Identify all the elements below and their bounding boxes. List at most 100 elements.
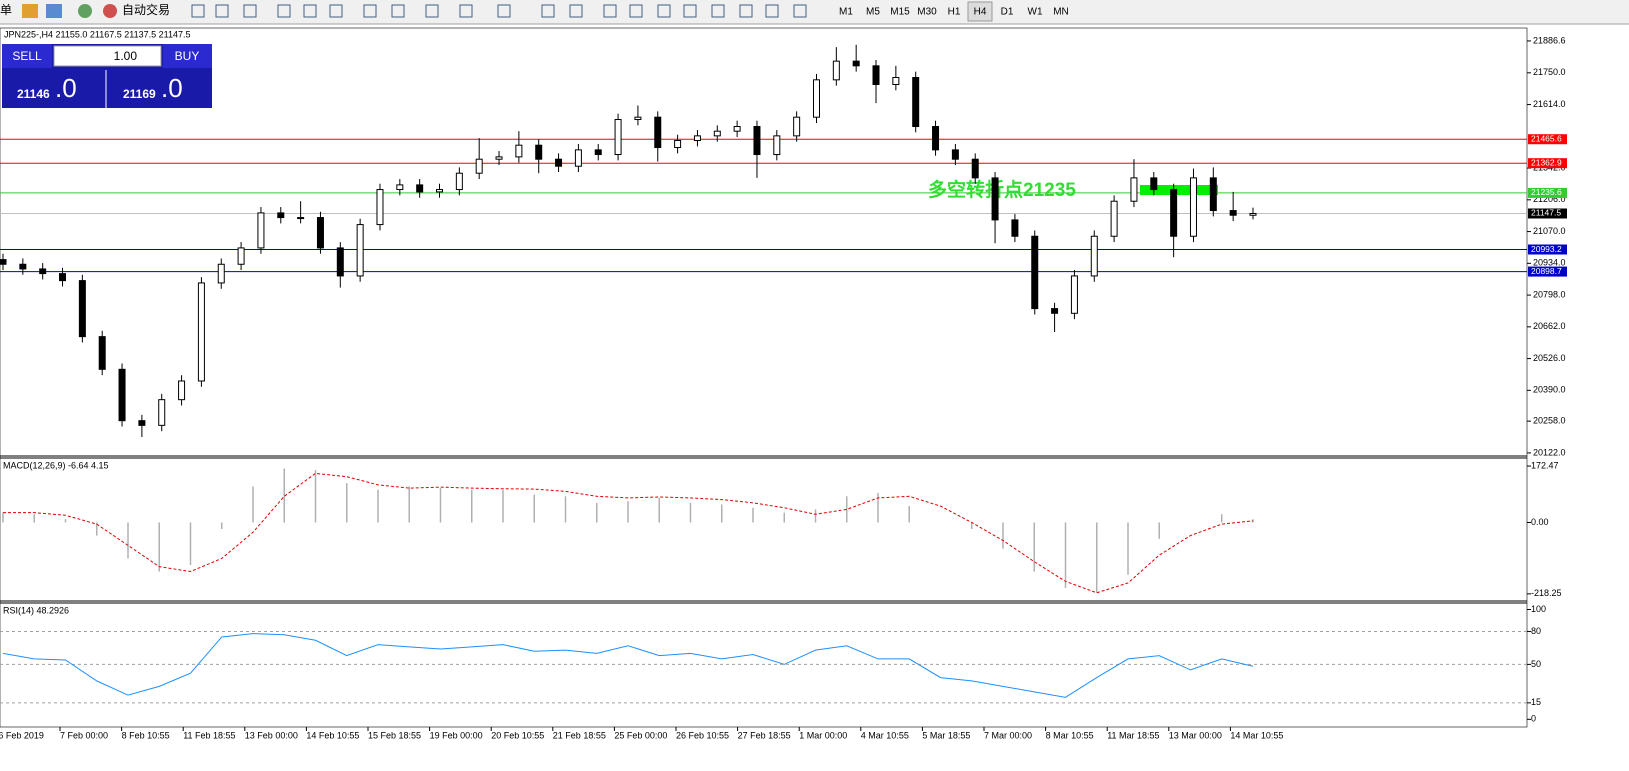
tool-icon[interactable]	[459, 4, 473, 18]
timeframe[interactable]: MN	[1053, 7, 1069, 18]
y-tick-label: 50	[1531, 659, 1541, 669]
timeframe[interactable]: H1	[948, 7, 961, 18]
tool-icon[interactable]	[277, 4, 291, 18]
tool-icon[interactable]	[329, 4, 343, 18]
icon[interactable]	[22, 4, 38, 18]
timeframe[interactable]: M5	[866, 7, 880, 18]
tool-icon[interactable]	[793, 4, 807, 18]
tool-icon[interactable]	[303, 4, 317, 18]
y-tick-label: 80	[1531, 626, 1541, 636]
candle-body	[98, 336, 106, 370]
level-label: 21147.5	[1531, 208, 1561, 218]
x-tick-label: 20 Feb 10:55	[491, 730, 544, 740]
macd-title: MACD(12,26,9) -6.64 4.15	[3, 460, 109, 470]
tool-icon[interactable]	[603, 4, 617, 18]
buy-label[interactable]: BUY	[175, 49, 200, 63]
volume-box[interactable]	[53, 45, 162, 67]
y-tick-label: 0	[1531, 714, 1536, 724]
timeframe[interactable]: M15	[890, 7, 910, 18]
timeframe[interactable]: W1	[1028, 7, 1043, 18]
level-label: 21362.9	[1531, 157, 1562, 167]
y-tick-label: 21886.6	[1533, 35, 1566, 45]
tool-icon[interactable]	[215, 4, 229, 18]
candle-body	[475, 158, 483, 174]
buy-price-big[interactable]: .0	[161, 73, 183, 103]
x-tick-label: 15 Feb 18:55	[368, 730, 421, 740]
icon[interactable]	[103, 4, 117, 18]
candle-body	[991, 177, 999, 221]
candle-body	[78, 280, 86, 338]
y-tick-label: 15	[1531, 697, 1541, 707]
tool-icon[interactable]	[569, 4, 583, 18]
volume[interactable]: 1.00	[114, 49, 138, 63]
candle-body	[436, 189, 444, 193]
level-label: 21235.6	[1531, 187, 1562, 197]
x-tick-label: 11 Feb 18:55	[183, 730, 235, 740]
level-label: 20993.2	[1531, 244, 1562, 254]
candle-body	[277, 212, 285, 219]
tool-icon[interactable]	[765, 4, 779, 18]
tool-icon[interactable]	[739, 4, 753, 18]
tool-icon[interactable]	[657, 4, 671, 18]
x-tick-label: 11 Mar 18:55	[1107, 730, 1159, 740]
buy-price[interactable]: 21169	[123, 87, 156, 101]
y-tick-label: 20798.0	[1533, 289, 1566, 299]
sell-button[interactable]	[2, 44, 52, 68]
sell-price[interactable]: 21146	[17, 87, 50, 101]
candle-body	[852, 60, 860, 67]
toolbar	[0, 0, 1629, 24]
macd-signal	[3, 472, 1254, 594]
tool-icon[interactable]	[541, 4, 555, 18]
timeframe[interactable]: H4	[974, 7, 987, 18]
sell-label[interactable]: SELL	[12, 49, 42, 63]
candle-body	[832, 60, 840, 81]
timeframe[interactable]: M30	[917, 7, 937, 18]
x-tick-label: 7 Feb 00:00	[60, 730, 108, 740]
x-tick-label: 4 Mar 10:55	[861, 730, 909, 740]
sell-price-big[interactable]: .0	[55, 73, 77, 103]
timeframe[interactable]: D1	[1001, 7, 1014, 18]
candle-body	[1150, 177, 1158, 191]
candle-body	[634, 116, 642, 121]
tool-icon[interactable]	[683, 4, 697, 18]
x-tick-label: 5 Mar 18:55	[922, 730, 970, 740]
candle-body	[39, 268, 47, 275]
toolbar-item[interactable]: 单	[0, 3, 12, 17]
candle-body	[1011, 219, 1019, 237]
y-tick-label: 21614.0	[1533, 99, 1566, 109]
candle-body	[951, 149, 959, 160]
y-tick-label: 100	[1531, 604, 1546, 614]
tool-icon[interactable]	[191, 4, 205, 18]
y-tick-label: 21070.0	[1533, 226, 1566, 236]
level-label-bg	[1528, 158, 1567, 169]
tool-icon[interactable]	[425, 4, 439, 18]
candle-body	[535, 144, 543, 160]
icon[interactable]	[78, 4, 92, 18]
tool-icon[interactable]	[363, 4, 377, 18]
candle-body	[416, 184, 424, 193]
icon[interactable]	[46, 4, 62, 18]
x-tick-label: 21 Feb 18:55	[553, 730, 606, 740]
toolbar-item[interactable]: 自动交易	[122, 2, 170, 17]
level-label-bg	[1528, 134, 1567, 145]
candle-body	[257, 212, 265, 249]
candle-body	[693, 135, 701, 142]
x-tick-label: 14 Feb 10:55	[306, 730, 359, 740]
candle-body	[574, 149, 582, 167]
candle-body	[733, 126, 741, 132]
x-tick-label: 26 Feb 10:55	[676, 730, 729, 740]
candle-body	[1249, 212, 1257, 216]
timeframe[interactable]: M1	[839, 7, 853, 18]
buy-button[interactable]	[163, 44, 212, 68]
tool-icon[interactable]	[391, 4, 405, 18]
tool-icon[interactable]	[711, 4, 725, 18]
tool-icon[interactable]	[629, 4, 643, 18]
tool-icon[interactable]	[243, 4, 257, 18]
tool-icon[interactable]	[497, 4, 511, 18]
candle-body	[336, 247, 344, 277]
level-label-bg	[1528, 208, 1567, 219]
candle-body	[912, 76, 920, 128]
level-label-bg	[1528, 187, 1567, 198]
y-tick-label: 172.47	[1531, 460, 1559, 470]
candle-body	[1170, 189, 1178, 237]
